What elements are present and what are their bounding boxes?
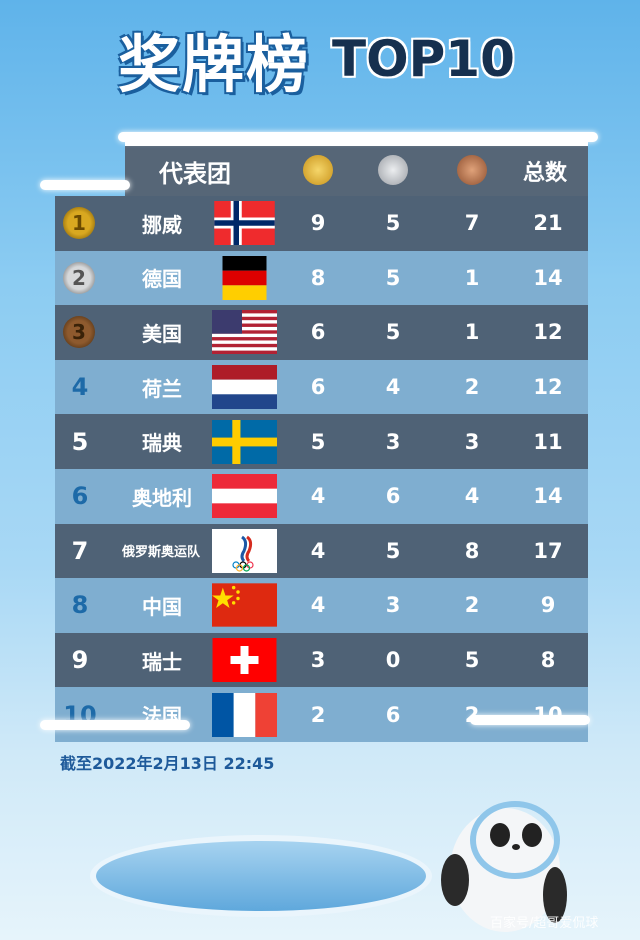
sweden-flag-icon	[212, 419, 277, 464]
silver-count: 4	[385, 375, 401, 400]
france-flag-icon	[212, 692, 277, 737]
rank: 5	[71, 427, 89, 456]
bronze-count: 7	[464, 211, 480, 236]
gold-count: 8	[310, 265, 326, 290]
gold-count: 2	[310, 702, 326, 727]
team-name: 奥地利	[132, 485, 192, 510]
norway-flag-icon	[212, 201, 277, 246]
team-name: 瑞士	[142, 649, 182, 674]
snow-decoration	[40, 720, 190, 730]
page-title: 奖牌榜 TOP10	[118, 14, 515, 104]
gold-count: 4	[310, 593, 326, 618]
table-row: 2 德国 8 5 1 14	[55, 250, 588, 306]
gold-count: 4	[310, 484, 326, 509]
team-name: 美国	[142, 321, 182, 346]
total-count: 21	[533, 211, 563, 236]
table-row: 4 荷兰 6 4 2 12	[55, 359, 588, 415]
gold-count: 4	[310, 538, 326, 563]
netherlands-flag-icon	[212, 365, 277, 410]
rank-badge: 1	[63, 207, 95, 240]
rank: 9	[71, 646, 89, 675]
total-count: 11	[533, 429, 563, 454]
table-row: 7 俄罗斯奥运队 4 5 8 17	[55, 523, 588, 579]
team-name: 瑞典	[142, 431, 182, 456]
rank: 8	[71, 591, 89, 620]
stadium-illustration	[90, 835, 432, 917]
header-team: 代表团	[159, 159, 231, 188]
silver-count: 6	[385, 484, 401, 509]
rank-badge: 2	[63, 261, 95, 294]
bronze-count: 4	[464, 484, 480, 509]
total-count: 9	[540, 593, 556, 618]
title-main: 奖牌榜	[118, 28, 311, 101]
bronze-count: 2	[464, 593, 480, 618]
table-row: 8 中国 4 3 2 9	[55, 578, 588, 633]
silver-count: 0	[385, 648, 401, 673]
switzerland-flag-icon	[212, 638, 277, 683]
table-row: 10法国26210	[55, 687, 588, 742]
gold-count: 5	[310, 429, 326, 454]
silver-count: 6	[385, 702, 401, 727]
bronze-count: 1	[464, 265, 480, 290]
silver-count: 5	[385, 320, 401, 345]
snow-decoration	[470, 715, 590, 725]
bronze-medal-icon	[457, 155, 487, 185]
total-count: 12	[533, 320, 563, 345]
mascot-illustration	[441, 801, 567, 932]
total-count: 8	[540, 648, 556, 673]
rank: 6	[71, 482, 89, 511]
bronze-count: 2	[464, 375, 480, 400]
silver-count: 5	[385, 265, 401, 290]
gold-count: 9	[310, 211, 326, 236]
germany-flag-icon	[212, 255, 277, 300]
update-time: 截至2022年2月13日 22:45	[60, 754, 275, 773]
table-row: 9 瑞士 3 0 5 8	[55, 632, 588, 688]
total-count: 17	[533, 538, 563, 563]
snow-decoration	[40, 180, 130, 190]
team-name: 俄罗斯奥运队	[121, 545, 200, 561]
gold-count: 3	[310, 648, 326, 673]
team-name: 德国	[142, 267, 182, 292]
gold-count: 6	[310, 320, 326, 345]
austria-flag-icon	[212, 474, 277, 519]
total-count: 12	[533, 375, 563, 400]
title-sub: TOP10	[332, 30, 515, 88]
team-name: 荷兰	[142, 376, 182, 401]
table-header: 代表团 总数	[125, 140, 588, 196]
silver-count: 3	[385, 429, 401, 454]
silver-count: 3	[385, 593, 401, 618]
table-row: 3 美国 6 5 1 12	[55, 305, 588, 360]
bronze-count: 3	[464, 429, 480, 454]
header-total: 总数	[523, 161, 568, 186]
watermark: 百家号/超哥爱侃球	[490, 916, 599, 931]
roc-flag-icon	[212, 528, 277, 573]
team-name: 中国	[142, 594, 182, 619]
rank-badge: 3	[63, 316, 95, 349]
table-row: 6 奥地利 4 6 4 14	[55, 468, 588, 524]
medal-table: 代表团 总数 1 挪威 9 5 7 21 2 德国 8 5 1 14 3 美国 6 5 1 12 4 荷兰 6 4 2 12 5…	[55, 140, 588, 742]
total-count: 14	[533, 265, 563, 290]
china-flag-icon	[212, 583, 277, 628]
bronze-count: 1	[464, 320, 480, 345]
bronze-count: 8	[464, 538, 480, 563]
total-count: 14	[533, 484, 563, 509]
rank: 4	[71, 373, 89, 402]
bronze-count: 5	[464, 648, 480, 673]
silver-count: 5	[385, 538, 401, 563]
team-name: 挪威	[142, 212, 182, 237]
gold-medal-icon	[303, 155, 333, 185]
silver-medal-icon	[378, 155, 408, 185]
gold-count: 6	[310, 375, 326, 400]
silver-count: 5	[385, 211, 401, 236]
rank: 7	[71, 536, 89, 565]
table-row: 1 挪威 9 5 7 21	[55, 196, 588, 251]
snow-decoration	[118, 132, 598, 142]
table-row: 5 瑞典 5 3 3 11	[55, 414, 588, 469]
usa-flag-icon	[212, 310, 277, 355]
